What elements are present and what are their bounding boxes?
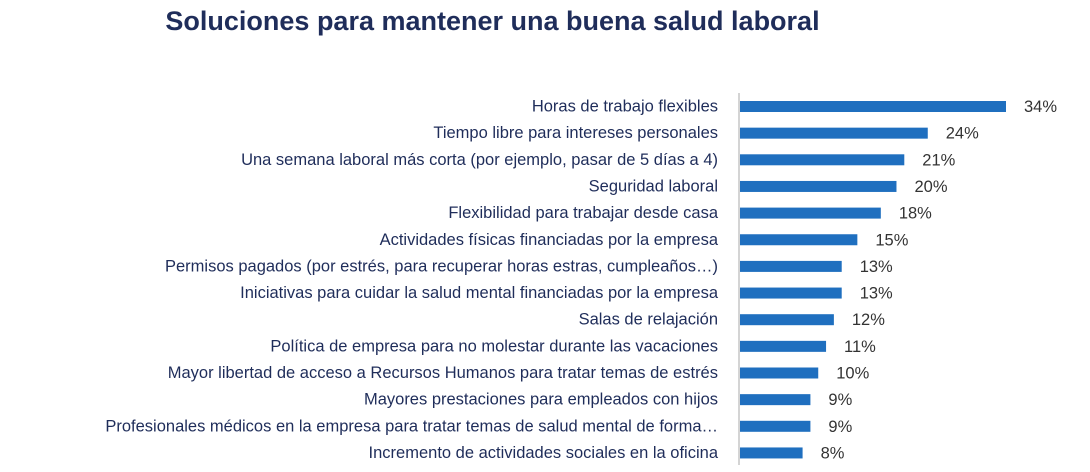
value-label: 18%: [899, 205, 932, 223]
bar: [740, 234, 858, 246]
value-label: 24%: [946, 125, 979, 143]
category-label: Incremento de actividades sociales en la…: [369, 444, 719, 462]
category-label: Horas de trabajo flexibles: [532, 98, 718, 116]
category-label: Profesionales médicos en la empresa para…: [105, 417, 718, 435]
value-label: 34%: [1024, 98, 1057, 116]
value-label: 8%: [821, 444, 845, 462]
category-label: Flexibilidad para trabajar desde casa: [448, 204, 718, 222]
bar: [740, 420, 811, 432]
category-label: Una semana laboral más corta (por ejempl…: [241, 151, 718, 169]
value-label: 13%: [860, 285, 893, 303]
category-label: Iniciativas para cuidar la salud mental …: [240, 284, 719, 302]
bar: [740, 260, 842, 272]
value-label: 21%: [922, 151, 955, 169]
category-label: Mayores prestaciones para empleados con …: [364, 391, 718, 409]
bar: [740, 314, 834, 326]
value-label: 11%: [844, 338, 876, 356]
value-label: 12%: [852, 311, 885, 329]
category-label: Actividades físicas financiadas por la e…: [380, 231, 719, 249]
category-label: Seguridad laboral: [589, 177, 718, 195]
value-label: 15%: [875, 231, 908, 249]
bar: [740, 367, 819, 379]
chart-title: Soluciones para mantener una buena salud…: [165, 6, 820, 36]
category-label: Salas de relajación: [579, 311, 718, 329]
category-label: Permisos pagados (por estrés, para recup…: [165, 257, 718, 275]
bar: [740, 127, 928, 139]
value-label: 20%: [914, 178, 947, 196]
bar: [740, 287, 842, 299]
value-label: 9%: [828, 418, 852, 436]
bar: [740, 180, 897, 192]
value-label: 13%: [860, 258, 893, 276]
bar: [740, 447, 803, 459]
category-label: Mayor libertad de acceso a Recursos Huma…: [168, 364, 718, 382]
category-label: Tiempo libre para intereses personales: [433, 124, 718, 142]
value-label: 10%: [836, 365, 869, 383]
bar: [740, 154, 905, 166]
bar: [740, 394, 811, 406]
value-label: 9%: [828, 391, 852, 409]
category-label: Política de empresa para no molestar dur…: [270, 337, 718, 355]
bar: [740, 340, 827, 352]
bar: [740, 101, 1006, 112]
bar: [740, 207, 881, 219]
